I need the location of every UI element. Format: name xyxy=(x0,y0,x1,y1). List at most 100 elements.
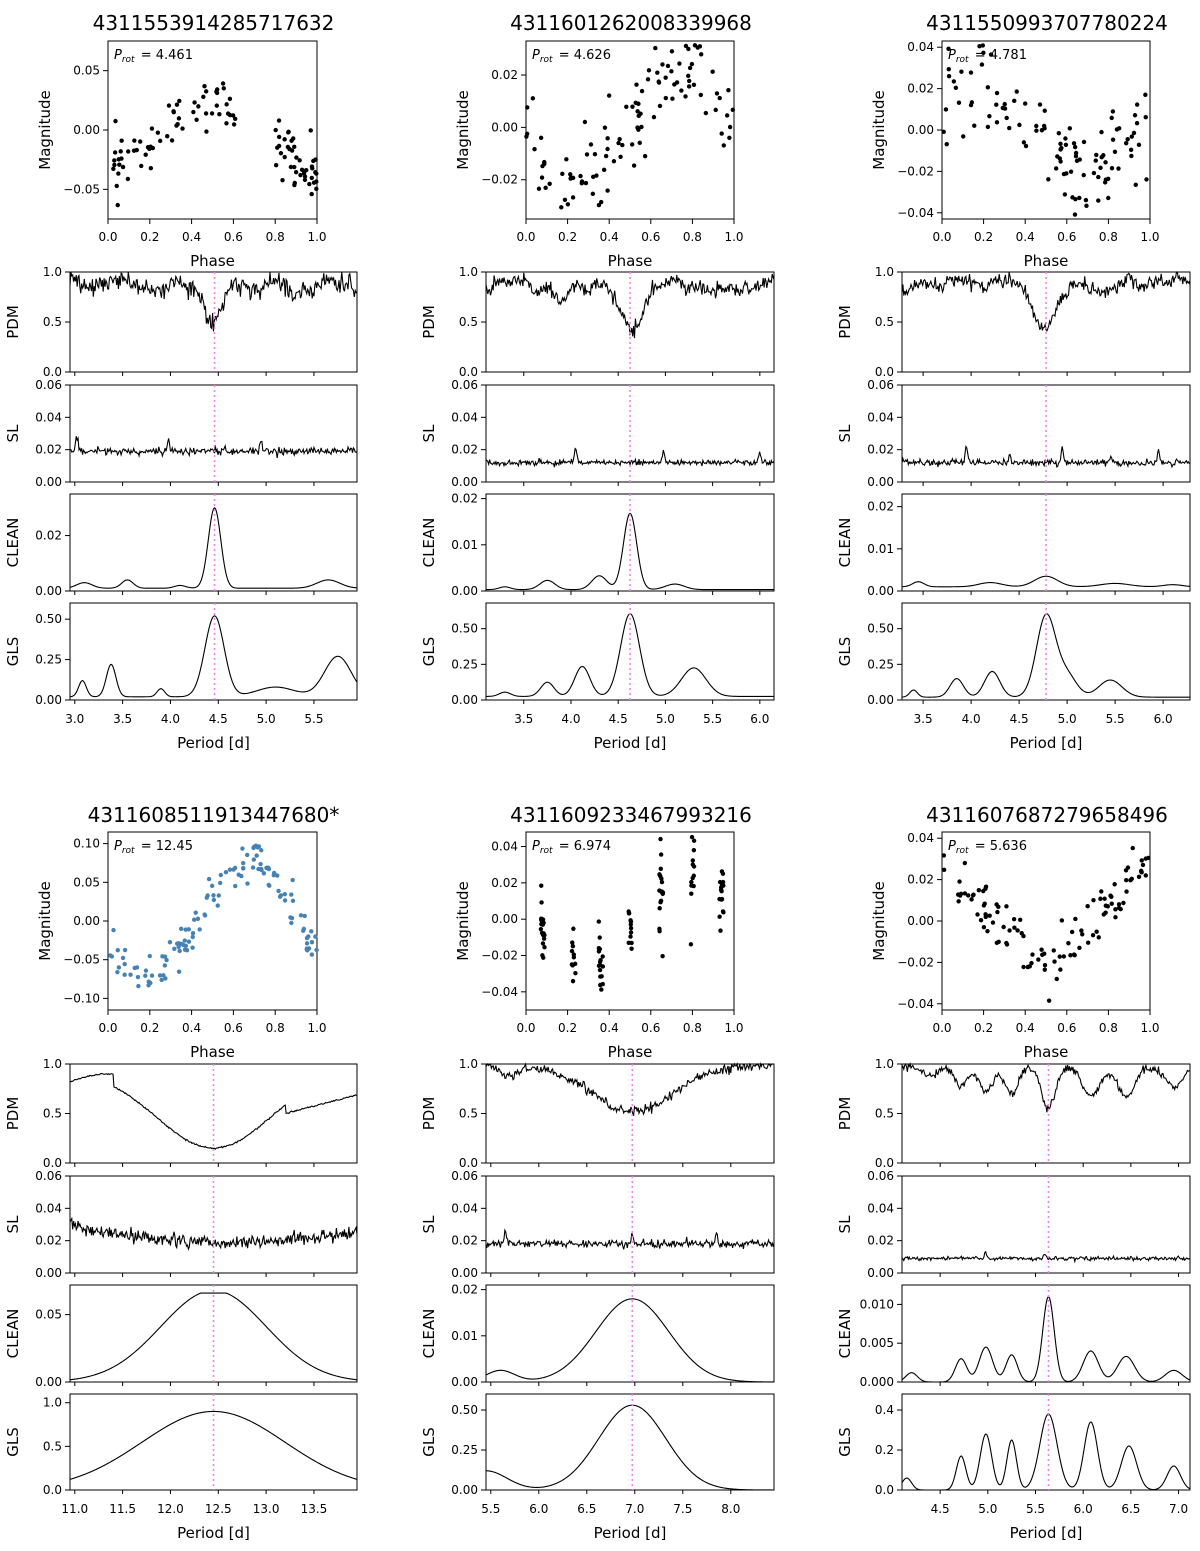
prot-value: = 12.45 xyxy=(137,839,193,854)
y-tick-label: −0.10 xyxy=(63,991,100,1005)
x-tick-label: 0.8 xyxy=(1099,230,1118,244)
data-point xyxy=(214,89,219,94)
panel-ylabel: PDM xyxy=(836,305,854,339)
data-point xyxy=(1144,177,1149,182)
data-point xyxy=(299,167,305,173)
x-tick-label: 12.5 xyxy=(205,1502,232,1516)
x-tick-label: 0.6 xyxy=(224,1021,243,1035)
data-point xyxy=(302,174,308,179)
period-axis-label: Period [d] xyxy=(177,1524,250,1542)
data-point xyxy=(162,963,168,968)
x-tick-label: 0.2 xyxy=(974,230,993,244)
x-axis-label: Phase xyxy=(190,252,235,270)
x-tick-label: 0.0 xyxy=(516,1021,535,1035)
data-point xyxy=(309,929,314,934)
data-point xyxy=(280,177,285,183)
y-tick-label: 0.25 xyxy=(451,657,478,671)
data-point xyxy=(683,43,689,49)
data-point xyxy=(112,158,117,163)
data-point xyxy=(639,124,644,130)
data-point xyxy=(584,152,590,157)
panel-ylabel: GLS xyxy=(420,637,438,667)
data-point xyxy=(314,947,319,953)
data-point xyxy=(1091,170,1097,176)
data-point xyxy=(713,107,718,113)
data-point xyxy=(597,935,602,940)
axes-frame xyxy=(901,602,1191,701)
panel-ylabel: CLEAN xyxy=(836,1309,854,1359)
x-tick-label: 1.0 xyxy=(724,1021,743,1035)
data-point xyxy=(282,891,288,897)
data-point xyxy=(232,116,238,121)
data-point xyxy=(683,94,688,99)
data-point xyxy=(1002,106,1008,111)
data-point xyxy=(194,117,199,122)
data-point xyxy=(204,895,209,900)
data-point xyxy=(691,82,697,87)
data-point xyxy=(944,141,949,147)
star-figure-1: 4311553914285717632 0.0 0.2 0.4 0.6 0.8 1.0 −0.… xyxy=(4,11,358,752)
x-tick-label: 1.0 xyxy=(1140,230,1159,244)
data-point xyxy=(304,168,309,173)
prot-value: = 6.974 xyxy=(555,839,611,854)
data-point xyxy=(214,103,219,108)
data-point xyxy=(1067,126,1073,131)
panel-ylabel: GLS xyxy=(4,637,22,667)
data-point xyxy=(231,867,236,872)
y-tick-label: 0.0 xyxy=(875,365,894,379)
data-point xyxy=(618,154,623,159)
periodogram-curve xyxy=(69,1072,358,1151)
data-point xyxy=(717,896,722,902)
data-point xyxy=(1116,902,1122,907)
data-point xyxy=(285,144,291,150)
y-tick-label: 0.04 xyxy=(35,410,62,424)
data-point xyxy=(176,944,181,950)
period-axis-label: Period [d] xyxy=(1010,1524,1083,1542)
data-point xyxy=(594,173,599,178)
data-point xyxy=(941,853,947,858)
data-point xyxy=(1129,134,1135,139)
x-tick-label: 0.4 xyxy=(1016,230,1035,244)
panel-clean: 0.00 0.05 CLEAN xyxy=(4,1284,358,1389)
data-point xyxy=(628,934,633,939)
data-point xyxy=(118,149,123,154)
data-point xyxy=(686,84,692,89)
data-point xyxy=(282,898,288,903)
periodogram-curve xyxy=(69,1410,358,1480)
data-point xyxy=(147,953,152,959)
data-point xyxy=(1080,932,1085,937)
periodogram-curve xyxy=(486,512,774,591)
data-point xyxy=(689,834,695,840)
x-tick-label: 4.5 xyxy=(931,1502,950,1516)
panel-clean: 0.00 0.02 CLEAN xyxy=(4,493,358,598)
data-point xyxy=(181,942,186,948)
data-point xyxy=(297,158,302,163)
data-point xyxy=(149,973,155,978)
x-tick-label: 5.5 xyxy=(1106,712,1125,726)
phase-plot: 0.0 0.2 0.4 0.6 0.8 1.0 −0.04 −0.02 0.00 0.02 0.04… xyxy=(870,40,1160,270)
y-tick-label: 0.00 xyxy=(35,693,62,707)
data-point xyxy=(962,891,968,896)
x-tick-label: 1.0 xyxy=(1140,1021,1159,1035)
data-point xyxy=(174,123,179,128)
y-tick-label: 0.2 xyxy=(875,1443,894,1457)
chart-title: 4311607687279658496 xyxy=(926,803,1168,827)
y-tick-label: 0.02 xyxy=(451,443,478,457)
data-point xyxy=(657,103,663,109)
x-tick-label: 11.0 xyxy=(61,1502,88,1516)
data-point xyxy=(1136,142,1142,148)
data-point xyxy=(677,61,682,66)
data-point xyxy=(276,134,282,140)
y-tick-label: −0.02 xyxy=(481,173,518,187)
data-point xyxy=(1061,954,1067,959)
period-axis-label: Period [d] xyxy=(594,1524,667,1542)
data-point xyxy=(946,67,951,72)
data-point xyxy=(626,940,631,946)
data-point xyxy=(1123,141,1129,146)
data-point xyxy=(163,976,168,981)
axes-frame xyxy=(69,602,358,701)
data-point xyxy=(543,185,548,191)
data-point xyxy=(635,125,640,130)
data-point xyxy=(304,935,310,941)
data-point xyxy=(540,941,546,946)
